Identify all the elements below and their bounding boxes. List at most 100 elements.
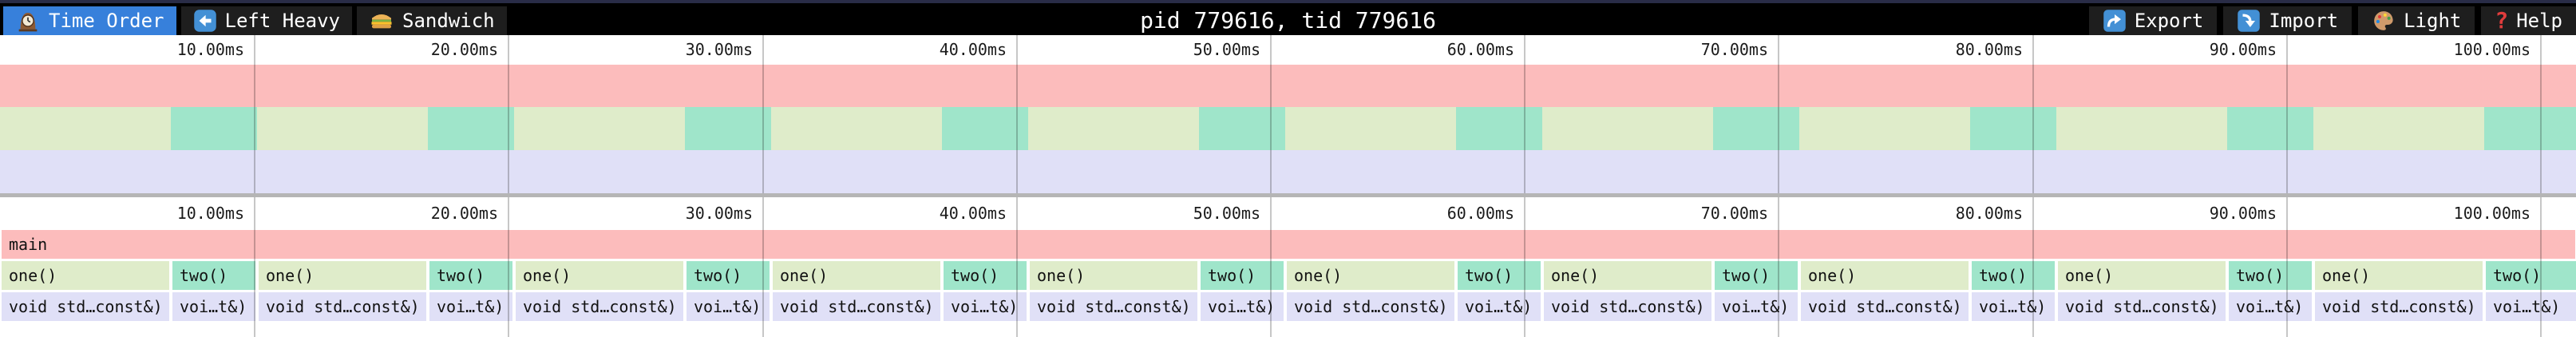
tab-time-order[interactable]: Time Order [3,6,176,35]
top-border [0,0,2576,3]
minimap-frame-two[interactable] [1970,107,2056,150]
flame-row-depth0: main [0,230,2576,259]
minimap-frame-two[interactable] [171,107,257,150]
minimap[interactable]: 10.00ms 20.00ms 30.00ms 40.00ms 50.00ms 60.00… [0,35,2576,193]
frame-two[interactable]: two() [2486,261,2576,290]
gridline [254,35,255,193]
button-label: Help [2516,10,2562,32]
frame-two[interactable]: two() [687,261,770,290]
tab-label: Sandwich [402,10,495,32]
tab-left-heavy[interactable]: Left Heavy [180,6,352,35]
frame-one-child[interactable]: void std…const&) [259,292,426,321]
gridline [1270,35,1272,193]
gridline [2032,197,2034,337]
frame-two-child[interactable]: voi…t&) [944,292,1027,321]
minimap-frame-two[interactable] [428,107,514,150]
frame-two[interactable]: two() [429,261,512,290]
gridline [1524,35,1525,193]
frame-one[interactable]: one() [773,261,940,290]
frame-one[interactable]: one() [259,261,426,290]
sandwich-icon [369,8,394,34]
frame-one-child[interactable]: void std…const&) [2,292,169,321]
minimap-frame-two[interactable] [1199,107,1285,150]
button-label: Export [2134,10,2204,32]
frame-main[interactable]: main [2,230,2575,259]
frame-two-child[interactable]: voi…t&) [1972,292,2055,321]
frame-one[interactable]: one() [1801,261,1969,290]
frame-two[interactable]: two() [944,261,1027,290]
frame-one-child[interactable]: void std…const&) [516,292,683,321]
gridline [2286,197,2288,337]
axis-tick-label: 20.00ms [430,204,498,223]
axis-tick-label: 60.00ms [1446,204,1514,223]
frame-one-child[interactable]: void std…const&) [2058,292,2226,321]
axis-tick-label: 10.00ms [176,204,244,223]
import-button[interactable]: Import [2223,6,2352,35]
axis-tick-label: 90.00ms [2209,40,2277,59]
frame-one[interactable]: one() [1030,261,1197,290]
export-button[interactable]: Export [2088,6,2218,35]
minimap-band-main[interactable] [0,65,2576,107]
minimap-frame-two[interactable] [942,107,1028,150]
frame-one[interactable]: one() [516,261,683,290]
axis-tick-label: 10.00ms [176,40,244,59]
flamechart[interactable]: main one() two() one() two() one() two() one()… [0,197,2576,337]
axis-tick-label: 90.00ms [2209,204,2277,223]
frame-one[interactable]: one() [2,261,169,290]
profile-title: pid 779616, tid 779616 [1140,7,1436,34]
help-button[interactable]: ? Help [2481,6,2576,35]
axis-tick-label: 70.00ms [1700,204,1768,223]
frame-two[interactable]: two() [172,261,255,290]
minimap-frame-two[interactable] [685,107,771,150]
minimap-frame-two[interactable] [2484,107,2576,150]
minimap-band-children[interactable] [0,107,2576,150]
frame-two-child[interactable]: voi…t&) [2229,292,2312,321]
gridline [1778,197,1779,337]
frame-one[interactable]: one() [2315,261,2483,290]
frame-two-child[interactable]: voi…t&) [2486,292,2576,321]
frame-two[interactable]: two() [1972,261,2055,290]
theme-toggle-button[interactable]: Light [2358,6,2475,35]
left-arrow-icon [193,9,217,33]
frame-one-child[interactable]: void std…const&) [1030,292,1197,321]
tab-label: Time Order [49,10,164,32]
frame-one[interactable]: one() [1287,261,1454,290]
palette-icon [2372,9,2396,33]
frame-two-child[interactable]: voi…t&) [1715,292,1798,321]
button-label: Import [2269,10,2339,32]
tab-sandwich[interactable]: Sandwich [357,6,507,35]
frame-two[interactable]: two() [1201,261,1284,290]
toolbar-actions: Export Import [2088,3,2576,35]
gridline [508,197,509,337]
axis-tick-label: 30.00ms [685,204,753,223]
minimap-frame-two[interactable] [1713,107,1799,150]
gridline [2540,197,2542,337]
frame-two[interactable]: two() [1458,261,1541,290]
minimap-band-grandchildren[interactable] [0,150,2576,193]
gridline [1270,197,1272,337]
export-icon [2103,9,2127,33]
minimap-frame-two[interactable] [1456,107,1542,150]
gridline [508,35,509,193]
frame-two[interactable]: two() [1715,261,1798,290]
frame-two[interactable]: two() [2229,261,2312,290]
frame-two-child[interactable]: voi…t&) [1458,292,1541,321]
frame-one-child[interactable]: void std…const&) [1544,292,1711,321]
axis-tick-label: 30.00ms [685,40,753,59]
frame-one-child[interactable]: void std…const&) [2315,292,2483,321]
gridline [762,197,764,337]
frame-two-child[interactable]: voi…t&) [429,292,512,321]
axis-tick-label: 40.00ms [939,40,1007,59]
frame-two-child[interactable]: voi…t&) [172,292,255,321]
minimap-frame-two[interactable] [2227,107,2313,150]
frame-one-child[interactable]: void std…const&) [1287,292,1454,321]
frame-one[interactable]: one() [1544,261,1711,290]
frame-two-child[interactable]: voi…t&) [687,292,770,321]
axis-tick-label: 40.00ms [939,204,1007,223]
frame-one[interactable]: one() [2058,261,2226,290]
frame-one-child[interactable]: void std…const&) [1801,292,1969,321]
frame-two-child[interactable]: voi…t&) [1201,292,1284,321]
frame-one-child[interactable]: void std…const&) [773,292,940,321]
gridline [2286,35,2288,193]
